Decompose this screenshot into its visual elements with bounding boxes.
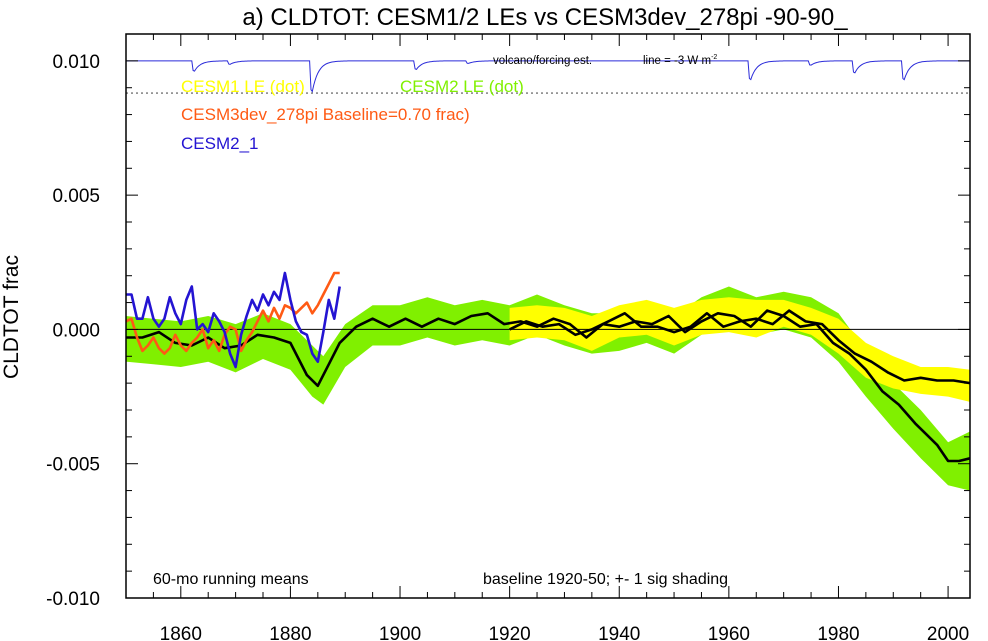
legend-item-cesm1-le: CESM1 LE (dot) — [181, 77, 305, 96]
series-lines — [125, 271, 971, 463]
y-axis-label: CLDTOT frac — [0, 255, 23, 379]
x-tick-label: 1900 — [379, 624, 421, 641]
volcano-label: volcano/forcing est. — [493, 55, 592, 67]
chart-title: a) CLDTOT: CESM1/2 LEs vs CESM3dev_278pi… — [242, 4, 848, 31]
volcano-line-label-sup: -2 — [711, 54, 717, 61]
x-tick-label: 2000 — [927, 624, 969, 641]
volcano-line-label: line = -3 W m-2 — [643, 54, 717, 67]
uncertainty-bands — [126, 286, 970, 491]
plot-area — [125, 60, 971, 491]
x-tick-label: 1960 — [708, 624, 750, 641]
legend-item-cesm2-1: CESM2_1 — [181, 134, 258, 153]
x-tick-label: 1920 — [488, 624, 530, 641]
legend-item-cesm3dev: CESM3dev_278pi Baseline=0.70 frac) — [181, 105, 470, 124]
line-cesm1-le-mean — [509, 309, 971, 385]
x-tick-label: 1980 — [817, 624, 859, 641]
line-cesm2-1 — [126, 271, 341, 369]
y-tick-label: -0.005 — [46, 455, 100, 476]
band-cesm1-le-dot — [509, 297, 970, 402]
band-cesm2-le-dot — [126, 286, 970, 491]
y-tick-label: 0.005 — [52, 186, 100, 207]
y-tick-label: 0.000 — [52, 320, 100, 341]
line-cesm3dev-278pi-baseline-0-70-frac — [125, 271, 340, 355]
axes: 1860 1880 1900 1920 1940 1960 1980 2000 0.010 0.0… — [46, 33, 970, 641]
volcano-line-label-text: line = -3 W m — [643, 55, 711, 67]
legend: CESM1 LE (dot) CESM2 LE (dot) CESM3dev_2… — [181, 77, 524, 153]
y-tick-label: -0.010 — [46, 589, 100, 610]
volcano-forcing-line — [126, 60, 970, 93]
line-cesm2-le-mean — [126, 309, 971, 463]
x-tick-label: 1860 — [160, 624, 202, 641]
x-tick-label: 1940 — [598, 624, 640, 641]
annotation-baseline: baseline 1920-50; +- 1 sig shading — [483, 571, 728, 588]
x-tick-label: 1880 — [269, 624, 311, 641]
legend-item-cesm2-le: CESM2 LE (dot) — [400, 77, 524, 96]
plot-frame — [125, 33, 971, 599]
y-tick-label: 0.010 — [52, 52, 100, 73]
annotation-running-means: 60-mo running means — [153, 571, 309, 588]
